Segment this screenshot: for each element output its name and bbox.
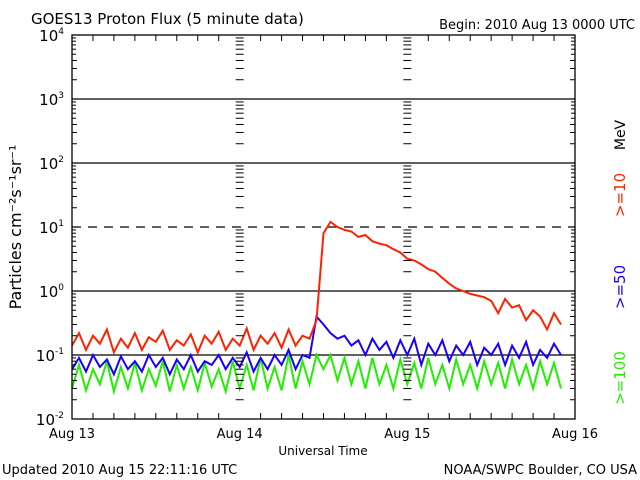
y-tick-label: 104 xyxy=(39,27,64,45)
chart-title: GOES13 Proton Flux (5 minute data) xyxy=(31,10,304,28)
y-tick-label: 103 xyxy=(39,91,64,109)
y-tick-exponent: 1 xyxy=(58,219,64,229)
y-tick-exponent: -2 xyxy=(55,411,64,421)
x-tick-label: Aug 15 xyxy=(384,427,430,442)
x-tick-label: Aug 16 xyxy=(552,427,598,442)
y-tick-exponent: 2 xyxy=(58,155,64,165)
y-tick-label: 100 xyxy=(39,283,64,301)
credit-label: NOAA/SWPC Boulder, CO USA xyxy=(444,463,637,478)
x-tick-label: Aug 14 xyxy=(217,427,263,442)
series-line-10 xyxy=(71,220,562,356)
y-tick-exponent: 0 xyxy=(58,283,64,293)
y-tick-label: 102 xyxy=(39,155,64,173)
y-tick-label: 10-1 xyxy=(36,347,64,365)
series-line-100 xyxy=(71,352,562,396)
y-tick-exponent: 3 xyxy=(58,91,64,101)
legend-gte50: >=50 xyxy=(611,265,629,309)
energy-unit-label: MeV xyxy=(613,119,629,150)
y-tick-exponent: -1 xyxy=(55,347,64,357)
x-axis-label: Universal Time xyxy=(278,444,367,458)
y-tick-label: 101 xyxy=(39,219,64,237)
legend-gte10: >=10 xyxy=(611,173,629,217)
x-tick-label: Aug 13 xyxy=(49,427,95,442)
legend-gte100: >=100 xyxy=(611,351,629,405)
plot-frame xyxy=(71,34,576,420)
y-tick-exponent: 4 xyxy=(58,27,64,37)
y-axis-label: Particles cm⁻²s⁻¹sr⁻¹ xyxy=(6,145,25,310)
updated-timestamp: Updated 2010 Aug 15 22:11:16 UTC xyxy=(2,463,237,478)
begin-label: Begin: 2010 Aug 13 0000 UTC xyxy=(439,18,635,33)
